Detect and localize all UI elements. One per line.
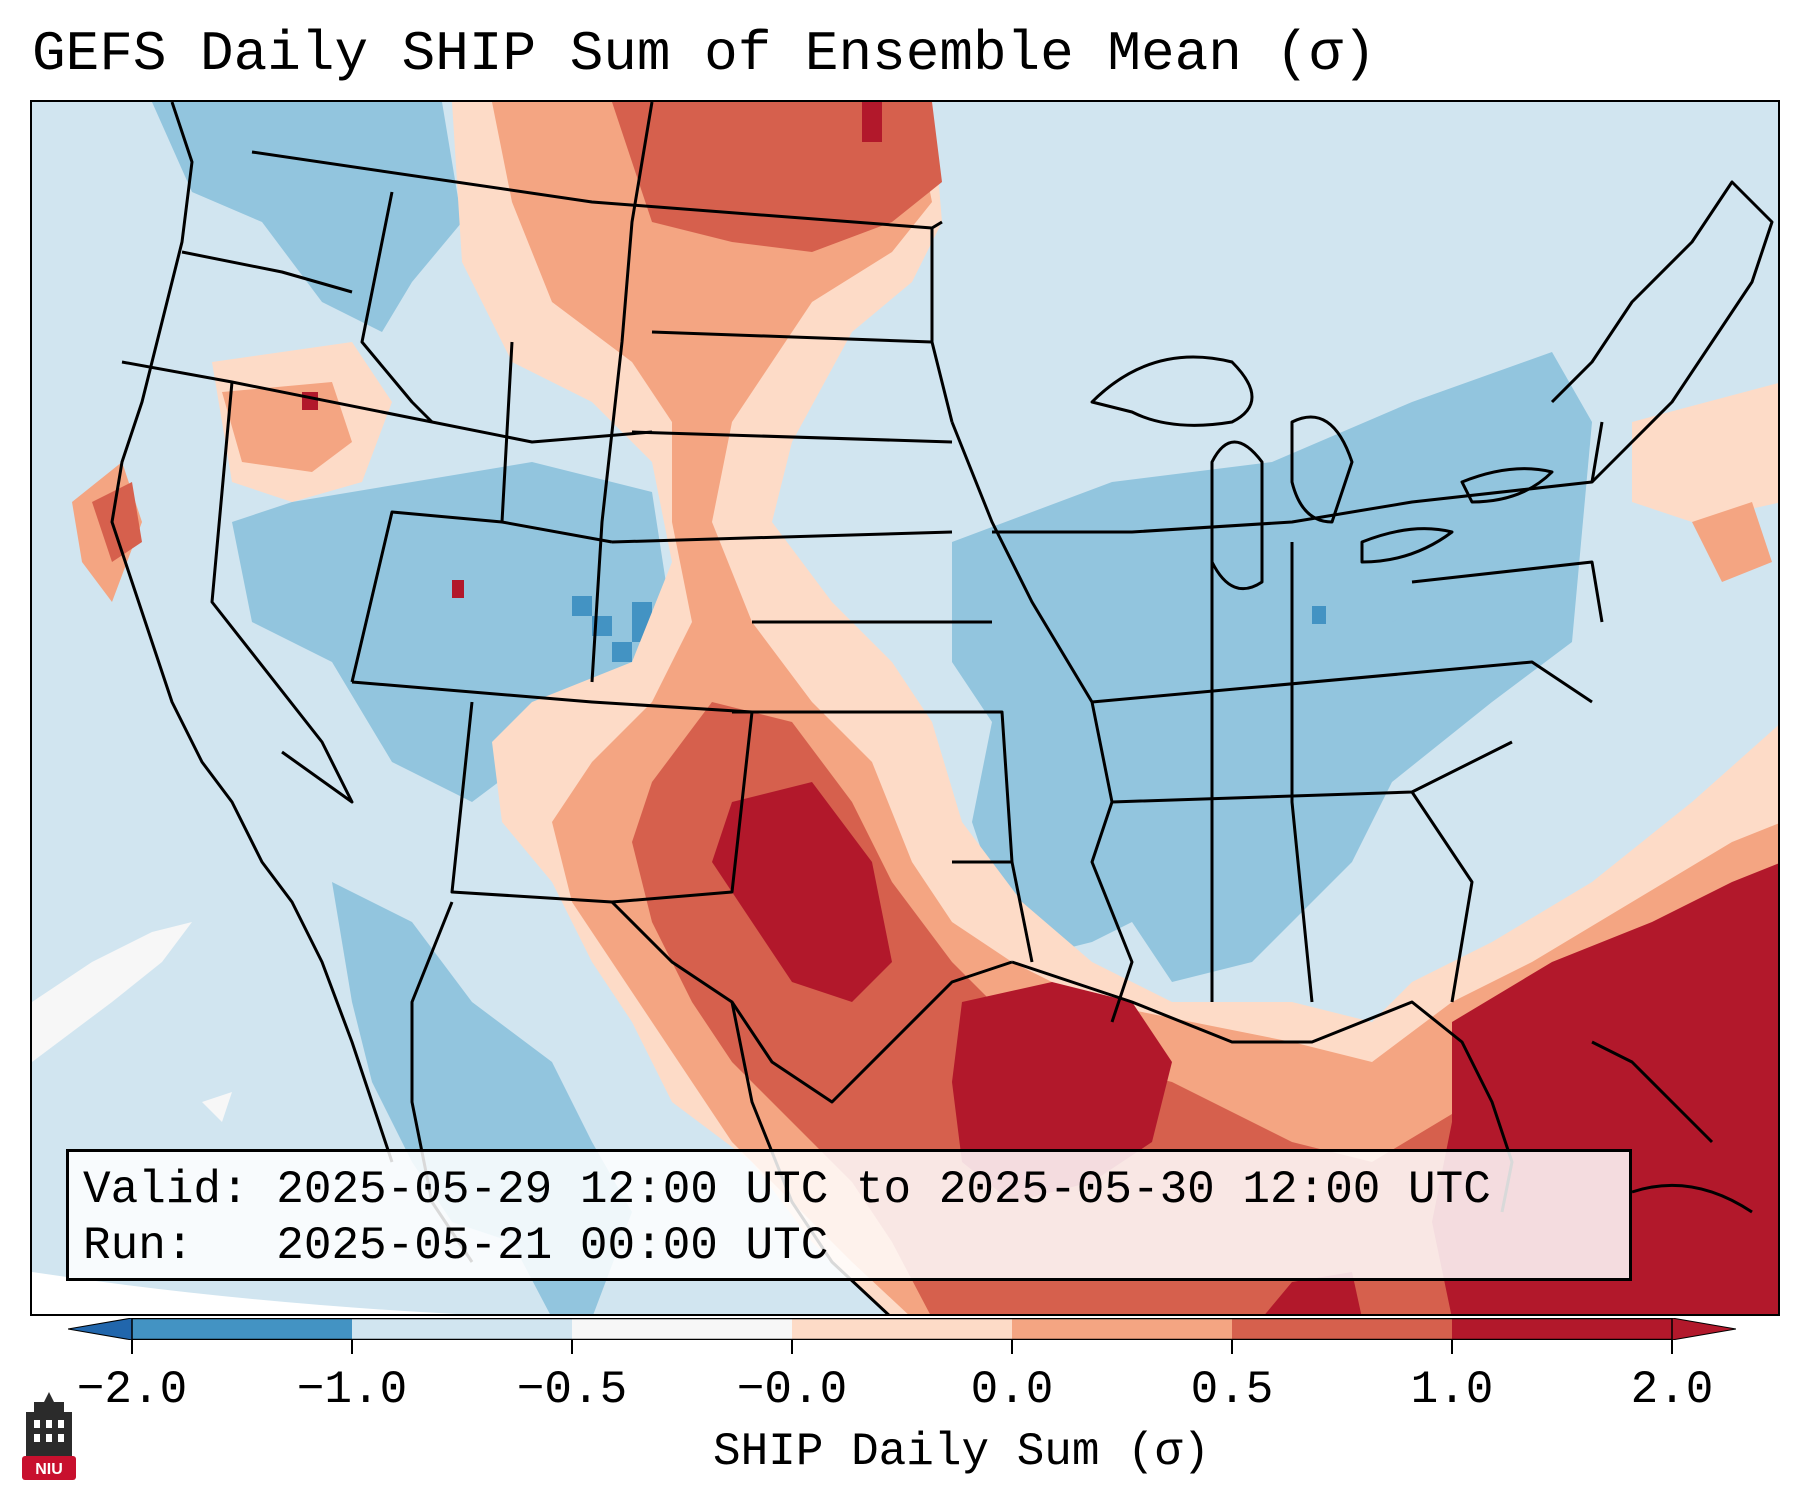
logo-text: NIU bbox=[35, 1461, 63, 1478]
colorbar-bin bbox=[792, 1318, 1013, 1340]
colorbar-tick-label: 2.0 bbox=[1630, 1364, 1714, 1416]
colorbar-border bbox=[131, 1318, 1673, 1340]
run-time-text: Run: 2025-05-21 00:00 UTC bbox=[83, 1220, 829, 1272]
colorbar-ticks: −2.0 −1.0 −0.5 −0.0 0.0 0.5 1.0 2.0 bbox=[0, 1340, 1803, 1420]
logo-windows bbox=[34, 1420, 64, 1442]
colorbar-tick-label: −0.5 bbox=[516, 1364, 628, 1416]
colorbar-tick-mark bbox=[351, 1340, 353, 1354]
colorbar-bin bbox=[352, 1318, 573, 1340]
colorbar-label: SHIP Daily Sum (σ) bbox=[713, 1426, 1210, 1478]
colorbar-bin bbox=[572, 1318, 793, 1340]
colorbar-tick-label: −1.0 bbox=[296, 1364, 408, 1416]
logo-badge bbox=[22, 1456, 76, 1480]
colorbar-tick-label: 1.0 bbox=[1410, 1364, 1494, 1416]
colorbar-bin bbox=[1452, 1318, 1673, 1340]
colorbar-tick-mark bbox=[1451, 1340, 1453, 1354]
niu-logo: NIU bbox=[22, 1392, 76, 1480]
colorbar-tick-label: −2.0 bbox=[76, 1364, 188, 1416]
map-canvas bbox=[32, 102, 1778, 1314]
colorbar-tick-mark bbox=[1011, 1340, 1013, 1354]
colorbar-tick-mark bbox=[1671, 1340, 1673, 1354]
near-zero-patch bbox=[32, 922, 457, 1314]
map-panel bbox=[30, 100, 1780, 1316]
colorbar-tick-mark bbox=[1231, 1340, 1233, 1354]
chart-title: GEFS Daily SHIP Sum of Ensemble Mean (σ) bbox=[32, 22, 1377, 86]
colorbar bbox=[68, 1318, 1736, 1340]
colorbar-tick-label: 0.5 bbox=[1190, 1364, 1274, 1416]
valid-time-text: Valid: 2025-05-29 12:00 UTC to 2025-05-3… bbox=[83, 1164, 1491, 1216]
colorbar-extend-high bbox=[1671, 1318, 1736, 1340]
colorbar-tick-label: −0.0 bbox=[736, 1364, 848, 1416]
colorbar-bin bbox=[132, 1318, 353, 1340]
colorbar-tick-mark bbox=[131, 1340, 133, 1354]
colorbar-tick-mark bbox=[791, 1340, 793, 1354]
colorbar-bin bbox=[1012, 1318, 1233, 1340]
colorbar-bin bbox=[1232, 1318, 1453, 1340]
valid-run-info-box: Valid: 2025-05-29 12:00 UTC to 2025-05-3… bbox=[66, 1149, 1632, 1281]
colorbar-tick-label: 0.0 bbox=[970, 1364, 1054, 1416]
colorbar-extend-low bbox=[68, 1318, 133, 1340]
colorbar-tick-mark bbox=[571, 1340, 573, 1354]
